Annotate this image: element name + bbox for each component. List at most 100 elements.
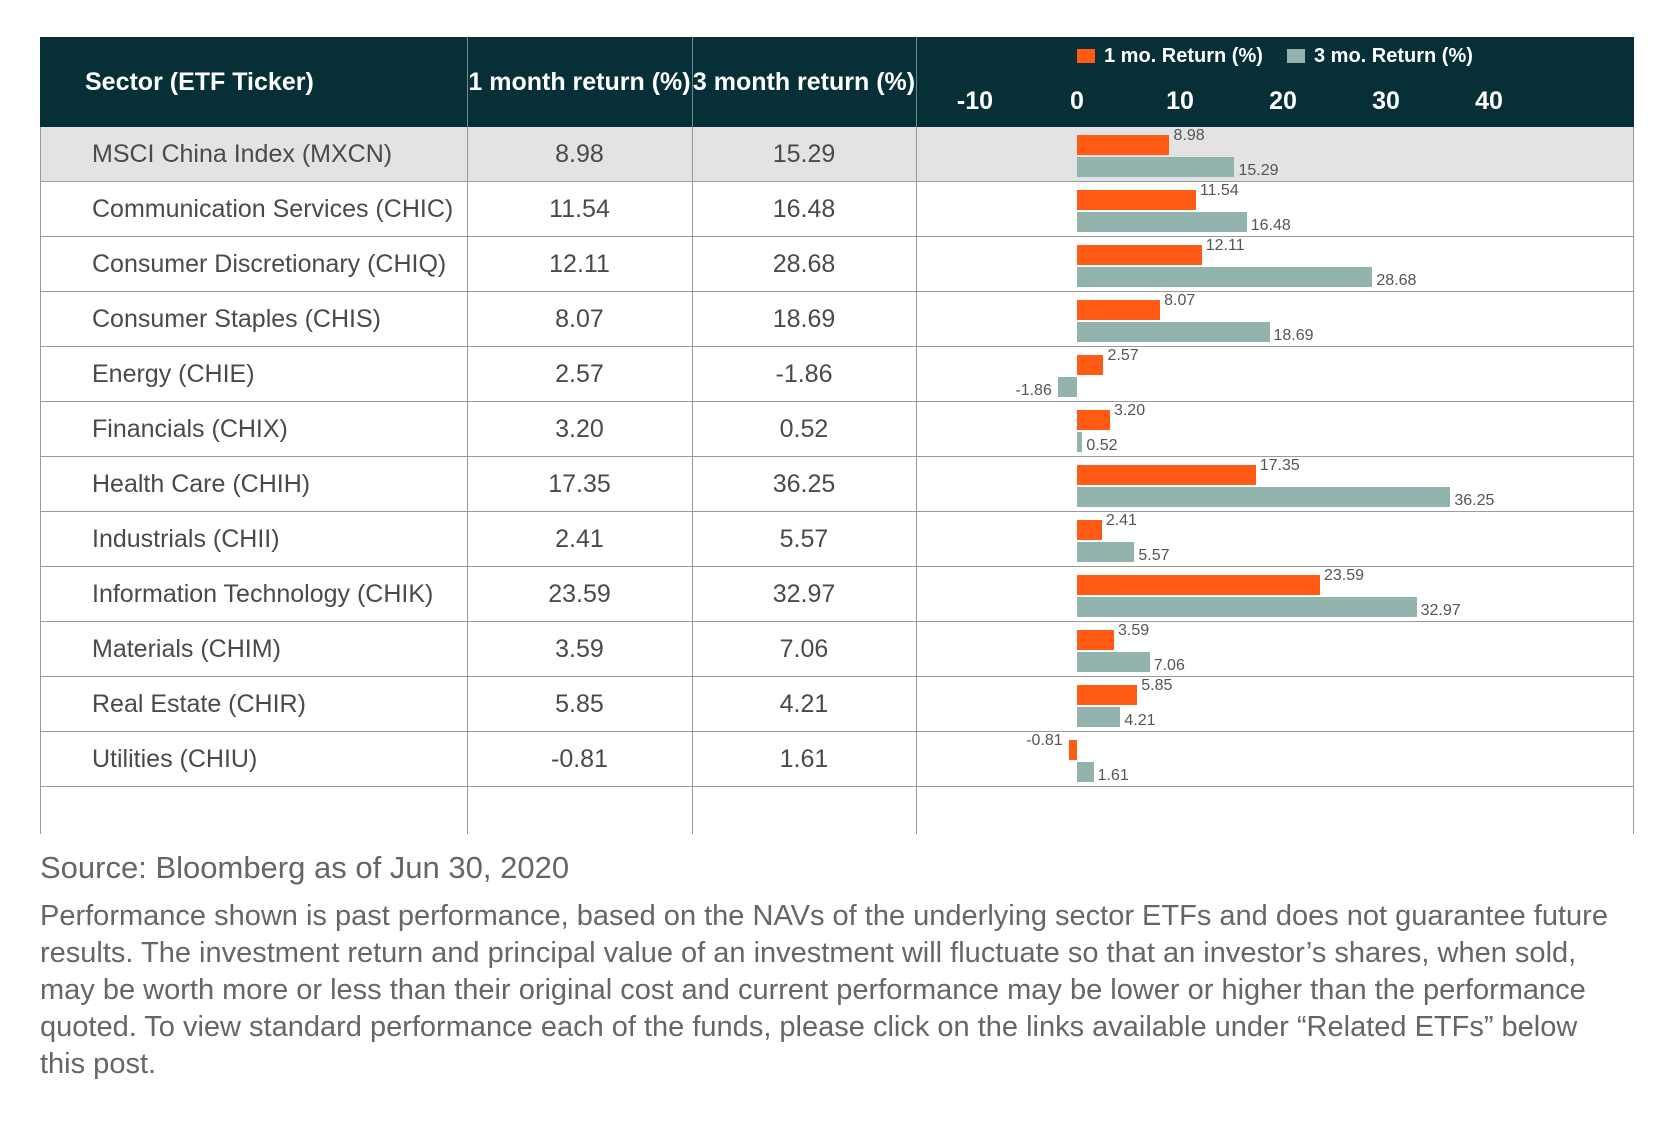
- performance-table: Sector (ETF Ticker) 1 month return (%) 3…: [40, 37, 1634, 834]
- legend-swatch-3-month: [1287, 49, 1305, 63]
- bar-label-1-month: 3.59: [1117, 622, 1150, 639]
- legend-label-1-month: 1 mo. Return (%): [1104, 44, 1263, 67]
- sector-name: Consumer Staples (CHIS): [92, 304, 381, 333]
- bar-3-month: [1077, 157, 1235, 177]
- bar-1-month: [1077, 685, 1138, 705]
- three-month-return: 5.57: [779, 524, 829, 553]
- column-divider: [692, 127, 693, 834]
- bar-3-month: [1077, 432, 1083, 452]
- sector-name: MSCI China Index (MXCN): [92, 139, 393, 168]
- x-tick-label: 10: [1166, 87, 1194, 115]
- bar-label-3-month: 7.06: [1153, 657, 1185, 674]
- table-row: Communication Services (CHIC) 11.54 16.48 1…: [40, 182, 1634, 237]
- sector-name: Consumer Discretionary (CHIQ): [92, 249, 447, 278]
- table-row: Information Technology (CHIK) 23.59 32.97 2…: [40, 567, 1634, 622]
- table-border: [1633, 127, 1634, 834]
- bar-1-month: [1077, 355, 1104, 375]
- bar-label-1-month: -0.81: [1026, 732, 1063, 749]
- bar-3-month: [1077, 762, 1094, 782]
- bar-3-month: [1077, 652, 1150, 672]
- bar-label-3-month: 16.48: [1250, 217, 1291, 234]
- bar-label-3-month: 28.68: [1376, 272, 1417, 289]
- bar-1-month: [1077, 410, 1110, 430]
- bar-label-1-month: 12.11: [1205, 237, 1245, 254]
- table-row: Health Care (CHIH) 17.35 36.25 17.35 36.25: [40, 457, 1634, 512]
- sector-name: Energy (CHIE): [92, 359, 255, 388]
- three-month-return: 28.68: [772, 249, 836, 278]
- sector-name: Industrials (CHII): [92, 524, 280, 553]
- sector-name: Materials (CHIM): [92, 634, 281, 663]
- bar-1-month: [1077, 300, 1161, 320]
- bar-3-month: [1077, 212, 1247, 232]
- one-month-return: 5.85: [555, 689, 604, 718]
- bar-3-month: [1057, 377, 1077, 397]
- bar-1-month: [1077, 575, 1320, 595]
- column-divider: [467, 127, 468, 834]
- one-month-return: 8.07: [555, 304, 604, 333]
- bar-3-month: [1077, 597, 1417, 617]
- header-3-month-return: 3 month return (%): [692, 67, 916, 96]
- one-month-return: -0.81: [551, 744, 608, 773]
- table-row: Utilities (CHIU) -0.81 1.61 -0.81 1.61: [40, 732, 1634, 787]
- three-month-return: 4.21: [779, 689, 829, 718]
- x-tick-label: 30: [1372, 87, 1400, 115]
- bar-1-month: [1077, 245, 1202, 265]
- three-month-return: 7.06: [779, 634, 829, 663]
- bar-3-month: [1077, 707, 1121, 727]
- one-month-return: 2.41: [555, 524, 604, 553]
- x-tick-label: -10: [956, 87, 994, 115]
- one-month-return: 17.35: [548, 469, 611, 498]
- table-header: Sector (ETF Ticker) 1 month return (%) 3…: [40, 37, 1634, 127]
- one-month-return: 2.57: [555, 359, 604, 388]
- x-tick-label: 0: [1070, 87, 1084, 115]
- table-row: Consumer Staples (CHIS) 8.07 18.69 8.07 18.6…: [40, 292, 1634, 347]
- sector-name: Health Care (CHIH): [92, 469, 311, 498]
- table-row: Industrials (CHII) 2.41 5.57 2.41 5.57: [40, 512, 1634, 567]
- header-1-month-return: 1 month return (%): [468, 67, 691, 96]
- legend-item-3-month: 3 mo. Return (%): [1287, 45, 1473, 67]
- sector-name: Real Estate (CHIR): [92, 689, 306, 718]
- disclaimer-text: Performance shown is past performance, b…: [40, 900, 1608, 1080]
- three-month-return: 15.29: [772, 139, 836, 168]
- header-divider: [916, 37, 917, 127]
- bar-3-month: [1077, 487, 1451, 507]
- bar-3-month: [1077, 542, 1135, 562]
- bar-label-3-month: 4.21: [1124, 712, 1156, 729]
- source-note: Source: Bloomberg as of Jun 30, 2020: [40, 850, 570, 885]
- sector-name: Utilities (CHIU): [92, 744, 258, 773]
- column-divider: [916, 127, 917, 834]
- bar-label-3-month: 0.52: [1086, 437, 1118, 454]
- header-sector: Sector (ETF Ticker): [85, 67, 314, 96]
- three-month-return: 1.61: [779, 744, 829, 773]
- three-month-return: 36.25: [772, 469, 836, 498]
- legend-item-1-month: 1 mo. Return (%): [1077, 45, 1263, 67]
- bar-label-3-month: 36.25: [1454, 492, 1495, 509]
- table-row: Real Estate (CHIR) 5.85 4.21 5.85 4.21: [40, 677, 1634, 732]
- bar-label-1-month: 11.54: [1199, 182, 1239, 199]
- table-row: Materials (CHIM) 3.59 7.06 3.59 7.06: [40, 622, 1634, 677]
- one-month-return: 3.20: [555, 414, 604, 443]
- bar-label-3-month: -1.86: [1015, 382, 1052, 399]
- one-month-return: 3.59: [555, 634, 604, 663]
- one-month-return: 23.59: [548, 579, 611, 608]
- bar-label-3-month: 18.69: [1273, 327, 1314, 344]
- one-month-return: 8.98: [555, 139, 604, 168]
- header-divider: [692, 37, 693, 127]
- bar-1-month: [1077, 520, 1102, 540]
- sector-name: Information Technology (CHIK): [92, 579, 434, 608]
- legend-label-3-month: 3 mo. Return (%): [1314, 44, 1473, 67]
- three-month-return: 32.97: [772, 579, 836, 608]
- three-month-return: 0.52: [779, 414, 829, 443]
- three-month-return: 16.48: [772, 194, 836, 223]
- bar-label-1-month: 23.59: [1323, 567, 1365, 584]
- legend-swatch-1-month: [1077, 49, 1095, 63]
- footer: Source: Bloomberg as of Jun 30, 2020 Per…: [40, 850, 1630, 1083]
- bar-3-month: [1077, 322, 1270, 342]
- bar-label-1-month: 2.41: [1105, 512, 1137, 529]
- sector-name: Communication Services (CHIC): [92, 194, 454, 223]
- bar-label-3-month: 5.57: [1138, 547, 1170, 564]
- bar-1-month: [1077, 465, 1256, 485]
- bar-1-month: [1068, 740, 1077, 760]
- bar-label-1-month: 8.07: [1164, 292, 1196, 309]
- bar-1-month: [1077, 135, 1170, 155]
